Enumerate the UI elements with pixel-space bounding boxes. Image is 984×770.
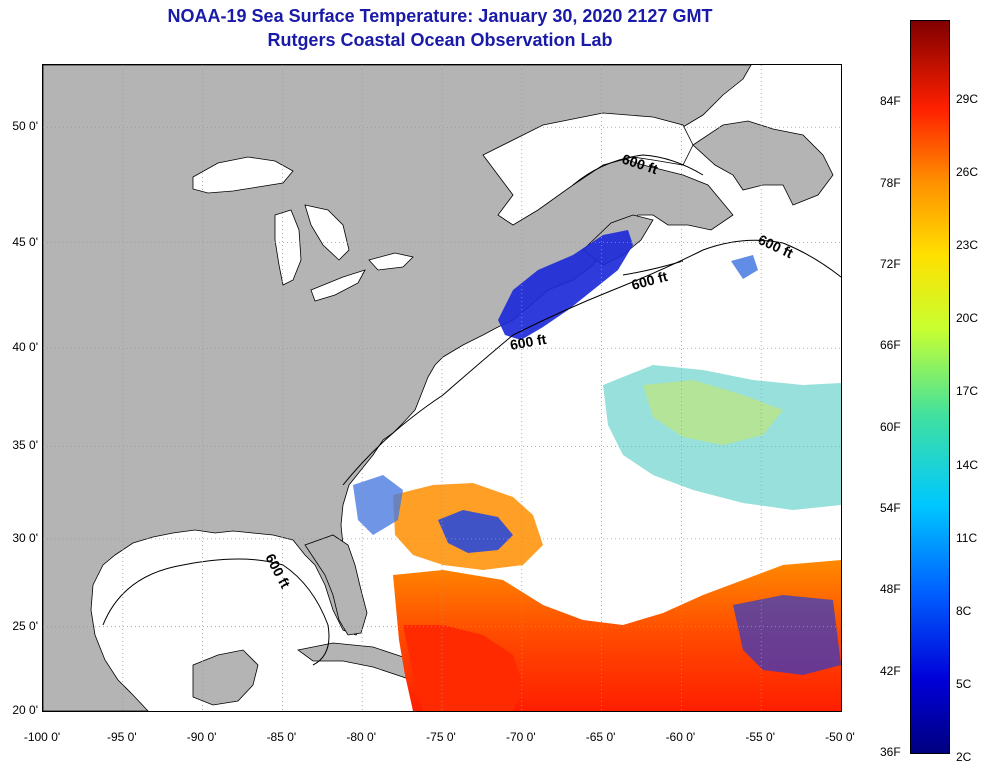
sst-florida-straits-red	[403, 625, 523, 711]
colorbar-fahrenheit-label: 36F	[880, 745, 901, 759]
sst-atlantic-blue	[733, 595, 841, 675]
longitude-label: -95 0'	[106, 730, 137, 744]
contour-atlantic-shelf	[342, 239, 841, 486]
contour-gulf-coast	[102, 558, 330, 666]
sst-data	[353, 230, 841, 711]
latitude-label: 20 0'	[12, 703, 38, 717]
florida-land	[304, 534, 368, 636]
colorbar-celsius-label: 5C	[956, 677, 972, 692]
depth-contours	[102, 154, 841, 666]
latitude-label: 40 0'	[12, 340, 38, 355]
latitude-label: 25 0'	[12, 618, 38, 633]
longitude-label: -75 0'	[426, 730, 456, 744]
sst-blue-eddy	[438, 510, 513, 553]
longitude-label: -55 0'	[745, 730, 776, 744]
lake-ontario	[368, 252, 414, 271]
sst-offshore-cyan	[603, 365, 841, 510]
sst-offshore-yellow	[643, 380, 783, 445]
colorbar-fahrenheit-label: 60F	[880, 419, 901, 434]
longitude-label: -85 0'	[266, 730, 297, 744]
colorbar-fahrenheit-label: 72F	[880, 257, 901, 271]
newfoundland-land	[692, 120, 834, 206]
contour-label-600ft: 600 ft	[630, 268, 670, 293]
longitude-label: -90 0'	[186, 730, 217, 744]
latitude-label: 35 0'	[12, 438, 38, 453]
latitude-label: 45 0'	[12, 234, 38, 249]
lake-erie	[310, 269, 366, 302]
contour-label-600ft: 600 ft	[756, 231, 796, 261]
map-subtitle: Rutgers Coastal Ocean Observation Lab	[267, 30, 613, 50]
colorbar-fahrenheit-label: 54F	[880, 501, 901, 515]
colorbar-celsius-label: 23C	[956, 238, 979, 253]
graticule	[43, 65, 841, 711]
colorbar-celsius-label: 2C	[956, 750, 972, 765]
sst-map: 600 ft 600 ft 600 ft 600 ft 600 ft	[42, 64, 842, 712]
sst-carolina-patch	[353, 475, 403, 535]
yucatan-land	[192, 649, 259, 706]
colorbar-celsius-label: 29C	[956, 91, 979, 106]
colorbar-fahrenheit-label: 78F	[880, 175, 901, 190]
map-canvas: 600 ft 600 ft 600 ft 600 ft 600 ft	[43, 65, 841, 711]
colorbar-celsius-label: 20C	[956, 311, 979, 326]
contour-st-lawrence	[572, 154, 704, 186]
colorbar-celsius-label: 26C	[956, 164, 979, 179]
longitude-label: -65 0'	[585, 730, 616, 744]
colorbar-fahrenheit-label: 66F	[880, 338, 901, 353]
colorbar-gradient	[911, 21, 949, 753]
colorbar-celsius-label: 8C	[956, 604, 972, 619]
longitude-label: -100 0'	[23, 730, 61, 744]
latitude-label: 50 0'	[12, 119, 38, 134]
longitude-label: -50 0'	[825, 730, 855, 744]
sst-gulf-of-maine-cold	[498, 230, 633, 340]
longitude-label: -70 0'	[505, 730, 536, 744]
contour-label-600ft: 600 ft	[509, 331, 548, 353]
colorbar-celsius-label: 14C	[956, 457, 979, 472]
colorbar-celsius-label: 11C	[956, 530, 978, 545]
longitude-label: -60 0'	[665, 730, 696, 744]
colorbar-fahrenheit-label: 42F	[880, 663, 901, 678]
colorbar-celsius-label: 17C	[956, 384, 979, 399]
contour-label-600ft: 600 ft	[262, 551, 293, 591]
longitude-label: -80 0'	[346, 730, 377, 744]
lake-superior	[192, 156, 294, 194]
contour-scotian	[622, 260, 684, 276]
lake-michigan	[274, 209, 302, 286]
latitude-label: 30 0'	[12, 530, 38, 545]
north-america-land	[43, 65, 752, 711]
colorbar-fahrenheit-label: 48F	[880, 582, 901, 597]
map-title: NOAA-19 Sea Surface Temperature: January…	[167, 6, 713, 26]
temperature-colorbar	[910, 20, 950, 754]
lake-huron	[304, 204, 350, 261]
gulf-of-st-lawrence	[482, 112, 694, 226]
sst-ne-patch	[731, 255, 758, 279]
colorbar-fahrenheit-label: 84F	[880, 94, 901, 109]
